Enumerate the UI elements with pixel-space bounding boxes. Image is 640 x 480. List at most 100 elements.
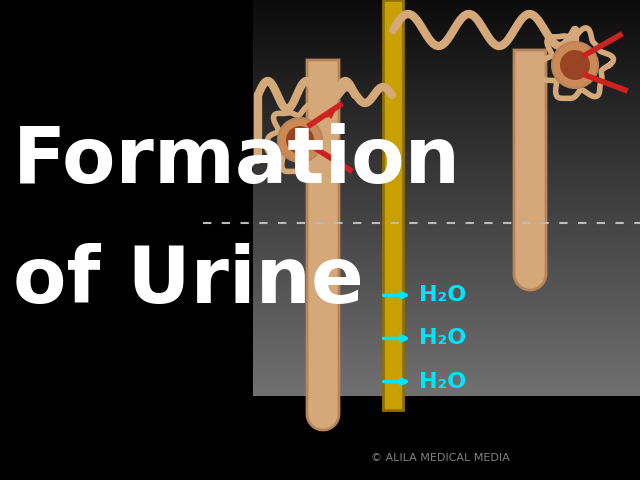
Circle shape — [286, 126, 314, 154]
Bar — [253, 277, 640, 281]
Bar — [253, 409, 640, 413]
Bar — [253, 143, 640, 146]
Bar — [253, 285, 640, 288]
Bar — [253, 333, 640, 336]
Bar — [253, 383, 640, 386]
Bar — [253, 309, 640, 312]
Bar — [253, 265, 640, 269]
Bar — [253, 337, 640, 341]
Bar — [253, 69, 640, 72]
Bar — [253, 465, 640, 468]
Bar — [253, 431, 640, 434]
Bar — [253, 241, 640, 245]
Bar — [253, 215, 640, 218]
Bar — [253, 102, 640, 106]
Bar — [253, 210, 640, 214]
Bar — [253, 198, 640, 202]
Bar — [253, 25, 640, 29]
Bar — [253, 222, 640, 226]
Bar — [253, 318, 640, 322]
Bar — [253, 131, 640, 134]
Bar — [253, 45, 640, 48]
Bar — [253, 249, 640, 252]
Bar — [253, 227, 640, 230]
Bar — [253, 390, 640, 394]
Bar — [253, 33, 640, 36]
Bar — [253, 97, 640, 101]
Bar — [253, 112, 640, 115]
Bar — [253, 263, 640, 266]
Bar — [253, 47, 640, 50]
Bar — [253, 385, 640, 389]
Bar — [253, 421, 640, 425]
Bar — [253, 18, 640, 22]
Bar — [253, 445, 640, 449]
Bar — [253, 398, 640, 480]
Bar — [253, 114, 640, 118]
Bar — [253, 299, 640, 302]
Bar — [253, 366, 640, 370]
Bar — [253, 208, 640, 211]
Text: H₂O: H₂O — [419, 285, 467, 305]
Bar — [253, 193, 640, 197]
Bar — [253, 323, 640, 326]
Bar — [253, 13, 640, 17]
Bar — [253, 78, 640, 82]
Bar — [253, 455, 640, 458]
Bar — [253, 205, 640, 209]
Bar — [253, 273, 640, 276]
Bar — [253, 349, 640, 353]
Bar — [253, 90, 640, 94]
Bar — [253, 328, 640, 331]
Bar — [253, 117, 640, 120]
Bar — [253, 148, 640, 151]
Bar — [253, 129, 640, 132]
Bar — [253, 429, 640, 432]
Bar — [253, 225, 640, 228]
Bar — [253, 160, 640, 163]
Bar — [253, 217, 640, 221]
Bar — [253, 400, 640, 403]
Bar — [253, 181, 640, 185]
Bar — [253, 83, 640, 86]
Bar — [253, 361, 640, 365]
Bar — [253, 477, 640, 480]
Bar — [253, 145, 640, 149]
Bar — [253, 169, 640, 173]
Bar — [253, 436, 640, 439]
Bar — [253, 57, 640, 60]
Bar — [253, 412, 640, 415]
Bar — [253, 141, 640, 144]
Bar — [253, 40, 640, 43]
Bar — [253, 453, 640, 456]
Bar — [253, 345, 640, 348]
Bar — [253, 76, 640, 79]
Bar — [253, 73, 640, 77]
Text: of Urine: of Urine — [13, 243, 364, 319]
Bar — [253, 119, 640, 122]
Bar — [253, 292, 640, 295]
Bar — [253, 381, 640, 384]
Polygon shape — [307, 60, 339, 430]
Bar — [253, 153, 640, 156]
Bar — [253, 4, 640, 7]
Bar — [253, 109, 640, 113]
Bar — [253, 155, 640, 158]
Bar — [253, 469, 640, 473]
Bar — [253, 438, 640, 442]
Bar — [253, 270, 640, 274]
Bar — [253, 179, 640, 182]
Bar — [253, 162, 640, 166]
Bar — [253, 172, 640, 175]
Bar — [253, 189, 640, 192]
Bar — [253, 313, 640, 317]
Bar — [253, 239, 640, 242]
Bar — [253, 107, 640, 110]
Bar — [253, 1, 640, 5]
Bar — [253, 105, 640, 108]
Bar — [253, 6, 640, 10]
Bar — [253, 340, 640, 343]
Bar — [253, 30, 640, 34]
Bar — [253, 201, 640, 204]
Bar — [253, 66, 640, 70]
